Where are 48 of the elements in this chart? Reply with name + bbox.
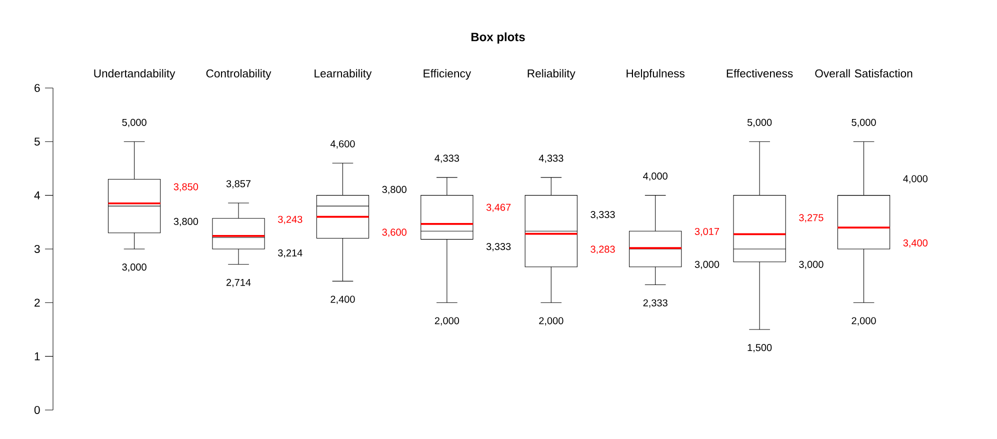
annotation: 3,000 [799,260,824,270]
annotation: 4,000 [903,175,928,184]
y-tick-label: 5 [34,138,40,146]
annotation: 2,333 [643,299,668,308]
annotation: 5,000 [747,118,772,128]
x-tick-label: Undertandability [94,69,176,80]
annotation: 3,000 [694,260,720,270]
y-tick-label: 4 [34,191,40,200]
annotation: 3,017 [694,228,719,236]
annotation: 3,800 [174,218,198,226]
x-tick-label: Reliability [528,69,576,80]
x-tick-label: Efficiency [424,69,472,80]
x-tick-label: Controlability [206,69,272,80]
x-tick-label: Helpfulness [626,69,685,80]
annotation: 2,400 [330,296,355,304]
y-tick-label: 0 [34,406,40,414]
annotation: 5,000 [122,118,146,128]
x-tick-label: Overall Satisfaction [815,69,912,78]
annotation: 2,000 [539,317,564,326]
annotation: 3,283 [590,246,615,254]
annotation: 3,214 [278,249,302,258]
annotation: 3,467 [486,204,511,212]
x-tick-label: Effectiveness [726,69,793,78]
annotation: 4,333 [538,154,564,163]
annotation: 3,275 [799,214,824,222]
annotation: 4,600 [330,140,355,149]
y-tick-label: 6 [34,84,40,92]
annotation: 3,000 [122,264,146,272]
chart-title: Box plots [471,32,525,44]
annotation: 3,400 [903,239,928,248]
annotation: 4,333 [434,154,460,163]
annotation: 1,500 [748,344,772,352]
annotation: 3,600 [382,228,406,237]
annotation: 3,800 [382,186,406,194]
annotation: 2,000 [852,317,876,326]
annotation: 3,333 [486,242,511,252]
annotation: 3,850 [174,183,198,192]
annotation: 2,714 [226,278,251,288]
annotation: 4,000 [643,172,668,181]
annotation: 3,333 [590,210,615,220]
annotation: 3,857 [226,180,251,188]
annotation: 5,000 [852,118,876,128]
y-tick-label: 2 [34,298,40,307]
y-tick-label: 1 [34,352,40,360]
x-tick-label: Learnability [314,69,372,80]
annotation: 3,243 [278,216,302,224]
y-tick-label: 3 [34,244,40,253]
annotation: 2,000 [434,317,460,326]
